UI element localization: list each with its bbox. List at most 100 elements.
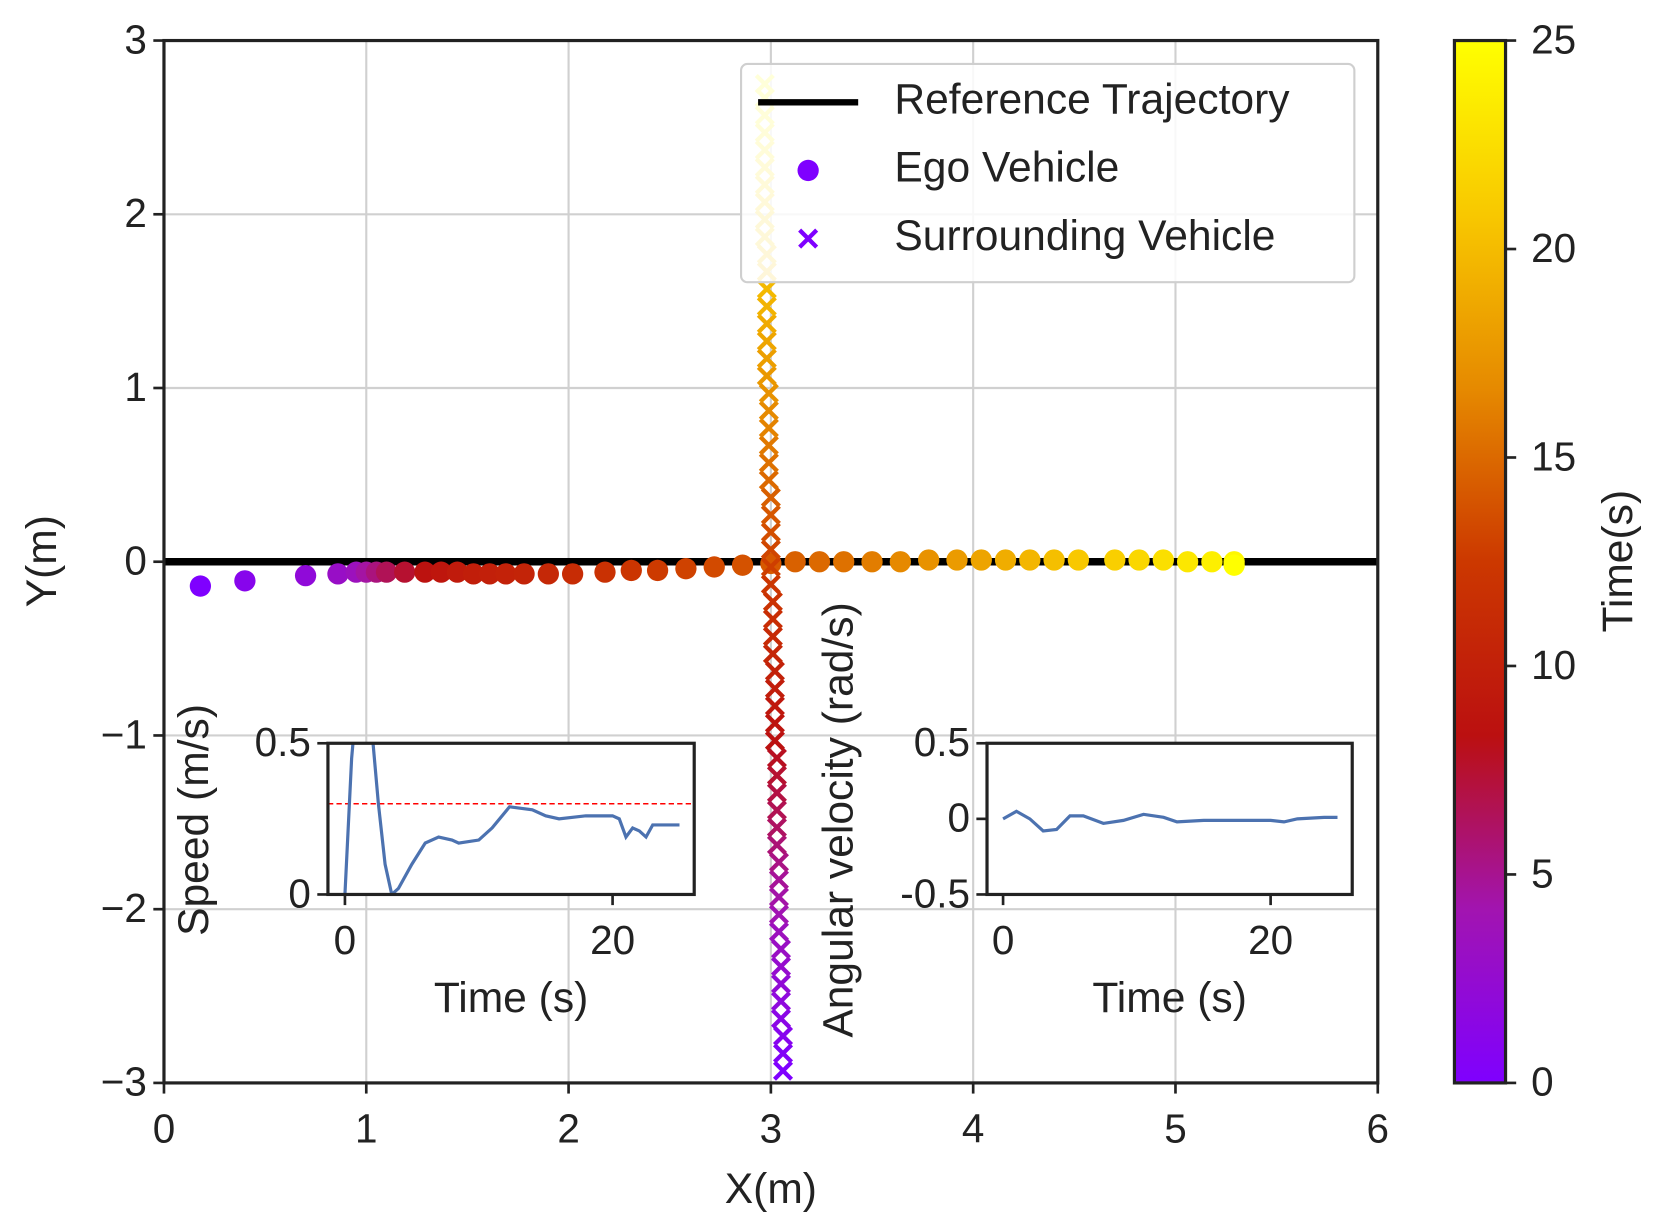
surrounding-vehicle-point (758, 417, 779, 438)
data-line (1002, 809, 1338, 833)
ego-vehicle-point (1128, 549, 1150, 571)
surrounding-vehicle-point (760, 556, 781, 577)
ego-vehicle-point (537, 563, 559, 585)
ego-vehicle-point (946, 549, 968, 571)
surrounding-vehicle-point (766, 782, 787, 803)
x-tick-label: 5 (1164, 1106, 1187, 1152)
surrounding-vehicle-point (758, 435, 779, 456)
ego-vehicle-point (760, 552, 782, 575)
surrounding-vehicle-point (768, 869, 789, 890)
colorbar-tick-label: 5 (1531, 850, 1554, 896)
ego-vehicle-point (808, 551, 831, 573)
legend-marker (798, 228, 819, 249)
y-tick-label: −3 (101, 1059, 147, 1105)
surrounding-vehicle-point (766, 817, 787, 838)
ego-vehicle-point (1201, 551, 1223, 573)
ego-vehicle-point (1152, 549, 1174, 571)
x-tick-label: 3 (760, 1106, 782, 1152)
legend-marker (797, 159, 819, 182)
ego-vehicle-point (375, 561, 398, 583)
surrounding-vehicle-point (768, 852, 789, 873)
y-tick-label: 1 (124, 364, 147, 410)
surrounding-vehicle-point (770, 1008, 792, 1029)
surrounding-vehicle-point (768, 887, 789, 908)
surrounding-vehicle-point (770, 956, 792, 977)
x-tick-label: 2 (557, 1106, 580, 1152)
surrounding-vehicle-point (764, 678, 785, 699)
surrounding-vehicle-point (770, 991, 792, 1012)
colorbar-tick-label: 10 (1531, 642, 1576, 688)
surrounding-vehicle-point (756, 313, 777, 334)
surrounding-vehicle-point (772, 1025, 794, 1047)
surrounding-vehicle-point (766, 800, 787, 821)
ego-vehicle-point (889, 551, 911, 573)
ego-vehicle-point (189, 575, 212, 597)
x-tick-label: 6 (1367, 1106, 1390, 1152)
surrounding-vehicle-point (760, 522, 781, 543)
colorbar-tick-label: 15 (1531, 433, 1576, 479)
surrounding-vehicle-point (768, 904, 789, 925)
colorbar-tick-label: 25 (1531, 16, 1576, 62)
x-tick-label: 0 (992, 917, 1014, 963)
ego-vehicle-point (479, 563, 501, 585)
ego-vehicle-point (784, 551, 806, 573)
surrounding-vehicle-point (762, 591, 783, 612)
surrounding-vehicle-point (764, 695, 785, 716)
y-tick-label: −1 (101, 711, 147, 757)
legend-label: Surrounding Vehicle (894, 212, 1275, 260)
x-tick-label: 4 (962, 1106, 985, 1152)
ego-vehicle-point (394, 561, 416, 583)
colorbar-tick-label: 20 (1531, 225, 1576, 271)
surrounding-vehicle-point (758, 470, 779, 491)
ego-vehicle-point (414, 561, 436, 583)
surrounding-vehicle-point (764, 730, 785, 751)
surrounding-vehicle-point (758, 452, 779, 473)
legend-box (739, 62, 1356, 284)
colorbar-tick-label: 0 (1531, 1059, 1554, 1105)
data-line (343, 743, 680, 895)
axes-frame (985, 741, 1354, 897)
ego-vehicle-point (1223, 554, 1245, 576)
surrounding-vehicle-point (758, 400, 779, 421)
x-axis-label: Time (s) (434, 974, 589, 1022)
x-tick-label: 20 (1248, 917, 1293, 963)
axes-frame (162, 38, 1380, 1085)
surrounding-vehicle-point (766, 748, 787, 769)
surrounding-vehicle-point (756, 348, 777, 369)
ego-vehicle-point (327, 563, 349, 585)
ego-vehicle-point (1019, 549, 1041, 571)
ego-vehicle-point (294, 564, 317, 587)
y-axis-label: Speed (m/s) (170, 704, 218, 936)
surrounding-vehicle-point (766, 765, 787, 786)
ego-vehicle-point (1043, 549, 1065, 571)
ego-vehicle-point (234, 570, 256, 592)
surrounding-vehicle-point (762, 626, 783, 647)
surrounding-vehicle-point (770, 973, 792, 994)
ego-vehicle-point (731, 554, 754, 576)
legend-label: Ego Vehicle (894, 144, 1119, 192)
ego-vehicle-point (833, 551, 855, 573)
y-tick-label: 3 (124, 16, 147, 62)
y-tick-label: 0 (947, 795, 969, 841)
ego-vehicle-point (462, 563, 485, 585)
x-axis-label: Time (s) (1092, 974, 1247, 1022)
colorbar (1452, 38, 1508, 1085)
x-axis-label: X(m) (725, 1165, 817, 1213)
y-tick-label: −2 (101, 885, 147, 931)
surrounding-vehicle-point (760, 574, 781, 595)
ego-vehicle-point (561, 563, 584, 585)
surrounding-vehicle-point (768, 921, 789, 942)
legend-label: Reference Trajectory (894, 76, 1290, 124)
ego-vehicle-point (918, 549, 940, 571)
ego-vehicle-point (620, 559, 642, 582)
ego-vehicle-point (703, 556, 725, 578)
surrounding-vehicle-point (762, 609, 783, 630)
ego-vehicle-point (594, 561, 616, 583)
surrounding-vehicle-point (764, 713, 785, 734)
ego-vehicle-point (861, 551, 883, 573)
y-tick-label: 2 (124, 190, 147, 236)
x-tick-label: 0 (153, 1106, 176, 1152)
inset-background (327, 743, 695, 895)
ego-vehicle-point (1067, 549, 1090, 571)
